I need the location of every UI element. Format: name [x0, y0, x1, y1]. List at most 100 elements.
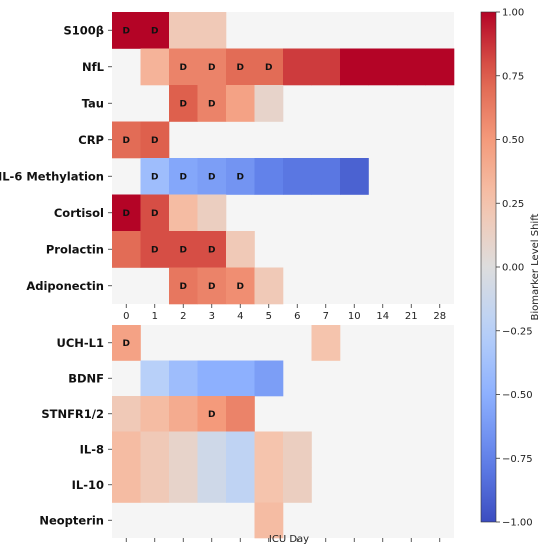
column-tick-label: 28 — [433, 311, 446, 322]
heatmap-cell — [226, 158, 255, 195]
heatmap-cell — [340, 158, 369, 195]
heatmap-cell — [140, 194, 170, 232]
heatmap-cell — [368, 48, 398, 86]
heatmap-cell — [140, 12, 170, 49]
heatmap-cell — [311, 158, 341, 195]
cell-marker-label: D — [237, 63, 244, 73]
colorbar-tick-label: 0.50 — [502, 135, 524, 146]
heatmap-cell — [112, 121, 141, 159]
heatmap-cell — [226, 267, 255, 305]
row-label: S100β — [63, 23, 104, 37]
colorbar-label: Biomarker Level Shift — [530, 213, 541, 320]
heatmap-cell — [254, 502, 284, 539]
heatmap-cell — [425, 48, 455, 86]
heatmap-cell — [197, 158, 227, 195]
cell-marker-label: D — [208, 99, 215, 109]
heatmap-cell — [254, 158, 284, 195]
heatmap-cell — [140, 360, 170, 397]
heatmap-cell — [226, 360, 255, 397]
heatmap-cell — [169, 267, 198, 305]
heatmap-cell — [340, 48, 369, 86]
column-tick-label: 1 — [152, 311, 158, 322]
cell-marker-label: D — [237, 172, 244, 182]
colorbar-tick-label: 0.25 — [502, 199, 524, 210]
cell-marker-label: D — [123, 339, 130, 349]
column-tick-label: 14 — [376, 311, 389, 322]
column-tick-label: 0 — [123, 311, 129, 322]
heatmap-cell — [140, 48, 170, 86]
heatmap-cell — [169, 360, 198, 397]
heatmap-cell — [197, 12, 227, 49]
row-label: IL-6 Methylation — [0, 169, 104, 183]
row-label: CRP — [78, 133, 104, 147]
heatmap-cell — [112, 396, 141, 432]
cell-marker-label: D — [208, 63, 215, 73]
heatmap-cell — [226, 431, 255, 468]
row-label: IL-10 — [72, 478, 104, 492]
colorbar-tick-label: −0.75 — [502, 454, 533, 465]
row-label: NfL — [82, 60, 105, 74]
heatmap-cell — [283, 431, 312, 468]
heatmap-cell — [226, 48, 255, 86]
heatmap-cell — [140, 396, 170, 432]
heatmap-cell — [169, 158, 198, 195]
heatmap-cell — [254, 431, 284, 468]
heatmap-cell — [197, 431, 227, 468]
heatmap-cell — [112, 431, 141, 468]
heatmap-cell — [169, 467, 198, 503]
cell-marker-label: D — [180, 99, 187, 109]
heatmap-cell — [197, 360, 227, 397]
heatmap-cell — [311, 48, 341, 86]
heatmap-cell — [197, 467, 227, 503]
column-tick-label: 4 — [237, 311, 243, 322]
heatmap-cell — [197, 396, 227, 432]
row-label: Tau — [82, 96, 104, 110]
heatmap-cell — [169, 231, 198, 268]
cell-marker-label: D — [151, 172, 158, 182]
column-tick-label: 2 — [180, 311, 186, 322]
cell-marker-label: D — [151, 136, 158, 146]
heatmap-cell — [226, 231, 255, 268]
cell-marker-label: D — [151, 26, 158, 36]
heatmap-cell — [283, 467, 312, 503]
column-tick-label: 3 — [209, 311, 215, 322]
colorbar-tick-label: −0.25 — [502, 326, 533, 337]
heatmap-cell — [197, 85, 227, 122]
heatmap-panel-bottom: DUCH-L1BDNFDSTNFR1/2IL-8IL-10Neopterin01… — [39, 325, 454, 542]
heatmap-cell — [283, 158, 312, 195]
heatmap-cell — [226, 467, 255, 503]
heatmap-cell — [254, 467, 284, 503]
heatmap-cell — [112, 194, 141, 232]
heatmap-cell — [112, 467, 141, 503]
heatmap-cell — [169, 85, 198, 122]
heatmap-cell — [140, 231, 170, 268]
heatmap-cell — [112, 325, 141, 361]
row-label: Cortisol — [54, 206, 104, 220]
heatmap-cell — [140, 121, 170, 159]
cell-marker-label: D — [123, 26, 130, 36]
cell-marker-label: D — [208, 172, 215, 182]
colorbar-tick-label: 0.75 — [502, 71, 524, 82]
heatmap-cell — [169, 12, 198, 49]
heatmap-cell — [169, 48, 198, 86]
cell-marker-label: D — [151, 245, 158, 255]
cell-marker-label: D — [265, 63, 272, 73]
heatmap-cell — [197, 194, 227, 232]
row-label: IL-8 — [80, 442, 104, 456]
colorbar-tick-label: −1.00 — [502, 518, 533, 529]
colorbar-tick-label: −0.50 — [502, 390, 533, 401]
heatmap-cell — [140, 158, 170, 195]
cell-marker-label: D — [208, 282, 215, 292]
colorbar-tick-label: 0.00 — [502, 263, 524, 274]
column-tick-label: 6 — [294, 311, 300, 322]
heatmap-cell — [254, 85, 284, 122]
heatmap-cell — [169, 396, 198, 432]
row-label: BDNF — [68, 371, 104, 385]
cell-marker-label: D — [208, 410, 215, 420]
row-label: Prolactin — [46, 242, 104, 256]
column-tick-label: 21 — [405, 311, 418, 322]
heatmap-cell — [169, 431, 198, 468]
heatmap-cell — [397, 48, 426, 86]
x-axis-label: ICU Day — [269, 534, 309, 544]
